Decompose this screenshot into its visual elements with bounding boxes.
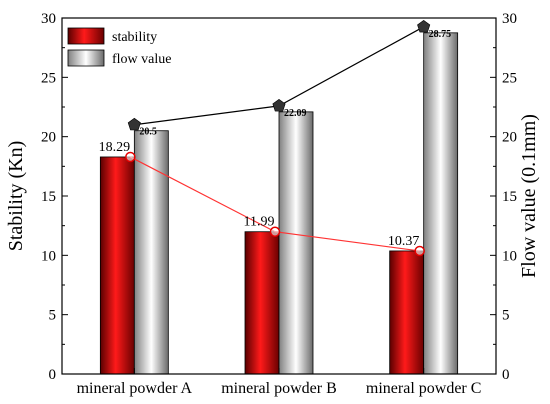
stability-point-3	[414, 245, 425, 257]
stability-value-label-1: 18.29	[99, 140, 131, 155]
left-axis-label: Stability (Kn)	[5, 141, 27, 252]
bar-stability-2	[244, 231, 280, 375]
legend-label-1: stability	[112, 30, 157, 45]
legend-label-2: flow value	[112, 52, 171, 67]
legend: stability flow value	[67, 27, 171, 67]
bar-flow-value-1	[133, 130, 169, 375]
bar-stability-1	[99, 156, 135, 375]
right-tick-label-6: 30	[502, 11, 517, 27]
flow-value-point-3	[417, 19, 431, 33]
stability-point-2	[269, 226, 281, 237]
bar-flow-value-3	[423, 32, 459, 375]
left-tick-label-5: 25	[41, 70, 56, 86]
x-tick-label-2: mineral powder B	[221, 380, 337, 397]
left-tick-label-0: 0	[49, 367, 57, 383]
left-y-axis: 0 5 10 15 20 25 30	[41, 11, 68, 383]
right-y-axis: 0 5 10 15 20 25 30	[490, 11, 517, 383]
legend-swatch-1	[67, 27, 105, 45]
left-tick-label-3: 15	[41, 189, 56, 205]
left-tick-label-6: 30	[41, 11, 56, 27]
stability-point-1	[125, 151, 136, 163]
flow-value-label-3: 28.75	[429, 29, 452, 40]
right-tick-label-4: 20	[502, 130, 517, 146]
right-axis-label: Flow value (0.1mm)	[518, 114, 540, 278]
flow-value-label-2: 22.09	[284, 108, 307, 119]
stability-value-label-3: 10.37	[388, 234, 420, 249]
right-tick-label-3: 15	[502, 189, 517, 205]
right-tick-label-0: 0	[502, 367, 510, 383]
bar-stability-3	[389, 250, 425, 375]
bar-flow-value-2	[278, 111, 314, 375]
x-tick-label-1: mineral powder A	[77, 380, 193, 397]
bars-layer	[99, 32, 459, 375]
left-tick-label-2: 10	[41, 248, 56, 264]
flow-value-point-1	[127, 117, 141, 131]
left-tick-label-4: 20	[41, 130, 56, 146]
stability-value-label-2: 11.99	[244, 215, 275, 230]
x-tick-label-3: mineral powder C	[366, 380, 482, 397]
flow-value-point-2	[272, 98, 286, 112]
right-tick-label-1: 5	[502, 308, 510, 324]
left-tick-label-1: 5	[49, 308, 57, 324]
value-labels-layer: 18.29 20.5 11.99 22.09 10.37 28.75	[99, 29, 452, 249]
right-tick-label-5: 25	[502, 70, 517, 86]
flow-value-label-1: 20.5	[139, 127, 157, 138]
lines-layer	[125, 19, 431, 257]
x-axis: mineral powder A mineral powder B mineral …	[77, 368, 482, 397]
right-tick-label-2: 10	[502, 248, 517, 264]
legend-swatch-2	[67, 49, 105, 67]
